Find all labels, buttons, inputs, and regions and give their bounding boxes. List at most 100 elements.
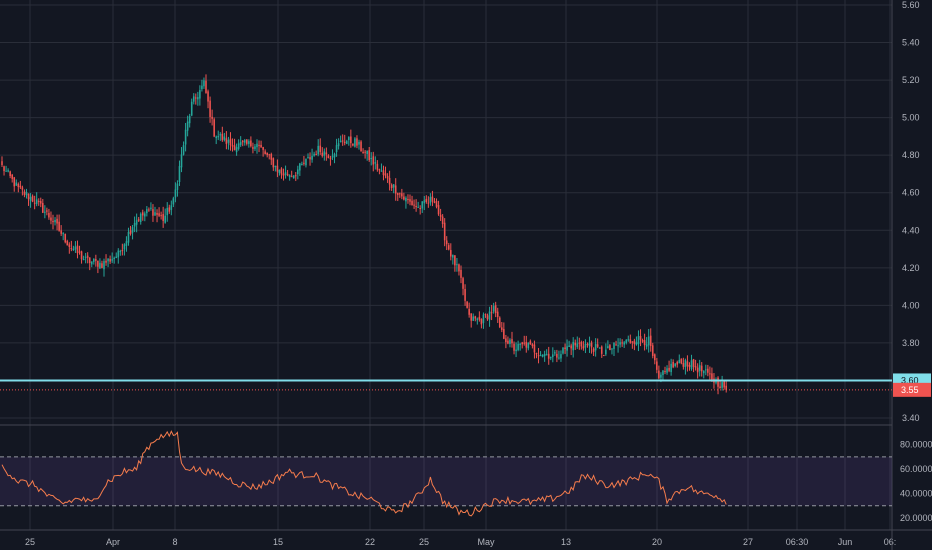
price-tick-label: 5.20 [902, 75, 920, 85]
price-tick-label: 5.40 [902, 38, 920, 48]
candle-body [78, 251, 81, 253]
candle-body [725, 385, 727, 390]
candle-body [435, 201, 438, 207]
candle-body [301, 163, 303, 165]
candle-body [368, 150, 370, 160]
candle-body [419, 208, 421, 210]
candle-body [307, 156, 309, 158]
candle-body [272, 158, 275, 168]
candle-body [386, 176, 389, 179]
candle-body [178, 166, 181, 183]
candle-body [480, 318, 483, 325]
time-tick-label: 06: [884, 537, 897, 547]
level-price-label: 3.60 [901, 375, 919, 385]
candle-body [425, 198, 428, 202]
candle-body [439, 214, 442, 217]
candle-body [574, 342, 577, 346]
candle-body [1, 161, 3, 165]
candle-body [413, 204, 415, 206]
candle-body [660, 374, 662, 378]
candle-body [62, 233, 64, 235]
candle-body [184, 129, 187, 145]
candle-body [503, 329, 505, 339]
candle-body [225, 138, 228, 144]
candle-body [250, 140, 252, 147]
candle-body [9, 171, 11, 177]
candle-body [590, 342, 593, 348]
candle-body [576, 343, 579, 348]
candle-body [578, 342, 581, 344]
candle-body [93, 258, 95, 262]
candle-body [11, 174, 13, 179]
candle-body [519, 344, 521, 346]
candle-body [223, 136, 226, 140]
candle-body [139, 213, 142, 223]
candle-body [364, 151, 366, 153]
candle-body [684, 360, 687, 368]
candle-body [284, 172, 287, 175]
candle-body [521, 342, 523, 345]
candle-body [331, 156, 334, 158]
candle-body [639, 335, 642, 340]
candle-body [260, 144, 262, 148]
candle-body [527, 342, 530, 349]
candle-body [192, 96, 195, 102]
price-tick-label: 4.20 [902, 263, 920, 273]
candle-body [621, 342, 623, 344]
candle-body [44, 211, 46, 213]
price-tick-label: 3.40 [902, 413, 920, 423]
candle-body [450, 250, 452, 257]
candle-body [674, 363, 676, 367]
candle-body [86, 255, 89, 258]
candle-body [329, 158, 332, 160]
candle-body [582, 346, 585, 349]
candle-body [415, 206, 417, 208]
candle-body [562, 347, 564, 354]
candle-body [490, 312, 493, 314]
candle-body [111, 259, 113, 261]
candle-body [666, 368, 668, 373]
candle-body [172, 198, 175, 205]
candle-body [168, 207, 171, 212]
candle-body [537, 355, 540, 357]
candle-body [227, 140, 230, 143]
candle-body [176, 183, 179, 190]
candle-body [488, 311, 491, 320]
candle-body [141, 212, 144, 216]
candle-body [23, 191, 26, 195]
candle-body [352, 143, 354, 146]
candle-body [335, 145, 338, 152]
candle-body [627, 339, 630, 341]
candle-body [507, 340, 509, 344]
candle-body [472, 316, 475, 321]
candle-body [529, 341, 532, 345]
candle-body [564, 347, 566, 350]
price-tick-label: 4.40 [902, 225, 920, 235]
candle-body [137, 219, 140, 221]
candle-body [313, 153, 315, 156]
candle-body [127, 231, 130, 243]
candle-body [515, 349, 517, 352]
candle-body [219, 134, 222, 136]
candle-body [15, 182, 18, 186]
time-tick-label: 22 [365, 537, 375, 547]
candle-body [29, 196, 32, 201]
candle-body [325, 152, 328, 155]
price-tick-label: 5.60 [902, 0, 920, 10]
candle-body [431, 196, 434, 202]
candle-body [717, 377, 719, 387]
candle-body [641, 340, 644, 342]
candle-body [39, 201, 42, 204]
candle-body [543, 353, 546, 357]
candle-body [533, 344, 536, 353]
candle-body [217, 136, 220, 138]
candle-body [254, 146, 256, 149]
candle-body [119, 251, 122, 253]
candle-body [617, 345, 619, 347]
candle-body [103, 261, 105, 270]
candle-body [315, 154, 317, 156]
candle-body [350, 136, 352, 144]
candle-body [256, 143, 258, 148]
